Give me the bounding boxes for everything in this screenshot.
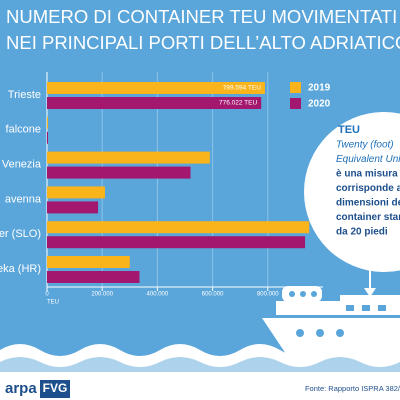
bar xyxy=(47,236,306,249)
bar xyxy=(47,131,48,144)
bar xyxy=(47,271,140,283)
annotation-line: corrisponde al xyxy=(336,183,400,194)
legend-label: 2020 xyxy=(308,99,331,110)
annotation-line: Equivalent Uni xyxy=(336,154,400,165)
logo-box xyxy=(40,380,70,398)
bar xyxy=(47,256,130,268)
info-bubble xyxy=(304,112,400,272)
chart-title: NEI PRINCIPALI PORTI DELL’ALTO ADRIATICO xyxy=(6,32,400,53)
x-axis-label: TEU xyxy=(47,300,59,306)
y-tick-label: Venezia xyxy=(2,159,42,171)
value-label: 776.022 TEU xyxy=(219,100,257,107)
arrow-head xyxy=(364,288,376,297)
chart-title: NUMERO DI CONTAINER TEU MOVIMENTATI xyxy=(6,6,397,27)
annotation-line: container stand xyxy=(336,212,400,223)
bar xyxy=(47,186,105,199)
bar xyxy=(47,97,262,109)
y-tick-label: Trieste xyxy=(8,89,41,101)
legend-label: 2019 xyxy=(308,83,331,94)
bar xyxy=(47,166,191,179)
ship-windows xyxy=(289,291,386,337)
x-tick-label: 600.000 xyxy=(202,292,224,298)
annotation-line: dimensioni de xyxy=(336,198,400,209)
wave-line xyxy=(0,357,400,372)
x-tick-label: 200.000 xyxy=(91,292,113,298)
bar xyxy=(47,221,310,234)
annotation-line: è una misura c xyxy=(336,169,400,180)
y-tick-label: falcone xyxy=(6,124,41,136)
legend-swatch xyxy=(290,82,301,93)
bar xyxy=(47,116,48,129)
logo: FVG xyxy=(43,381,68,395)
bar xyxy=(47,151,210,164)
value-label: 789.594 TEU xyxy=(223,85,261,92)
annotation-heading: TEU xyxy=(338,124,360,136)
annotation-line: Twenty (foot) xyxy=(336,140,394,151)
annotation-line: da 20 piedi xyxy=(336,227,388,238)
ship xyxy=(262,286,400,360)
y-tick-label: eka (HR) xyxy=(0,263,41,275)
x-tick-label: 800.000 xyxy=(257,292,279,298)
source: Fonte: Rapporto ISPRA 382/ xyxy=(305,384,400,393)
bar xyxy=(47,201,99,214)
logo: arpa xyxy=(5,380,37,397)
x-tick-label: 400.000 xyxy=(147,292,169,298)
legend-swatch xyxy=(290,98,301,109)
y-tick-label: er (SLO) xyxy=(0,228,41,240)
y-tick-label: avenna xyxy=(5,193,42,205)
bar xyxy=(47,82,265,94)
x-tick-label: 0 xyxy=(45,292,49,298)
